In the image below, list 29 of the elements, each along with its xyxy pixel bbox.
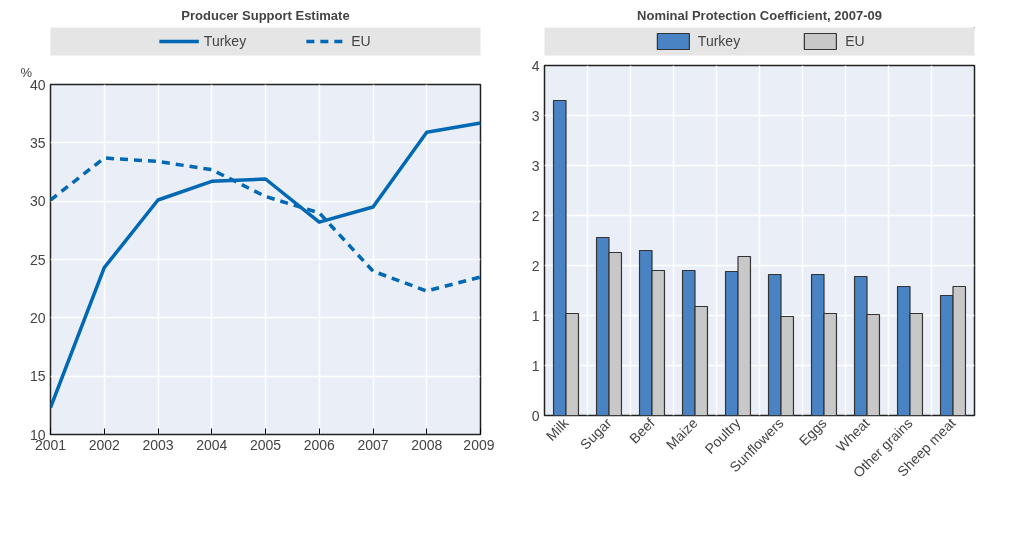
- y-tick-label: 3: [531, 157, 540, 174]
- y-tick-label: 2: [531, 207, 540, 224]
- x-tick-label: 2006: [303, 436, 336, 453]
- legend-label: EU: [845, 33, 866, 49]
- x-tick-label: 2004: [196, 436, 228, 453]
- x-tick-label: 2007: [357, 436, 389, 453]
- y-tick-label: 2: [531, 257, 540, 274]
- chart-title: Producer Support Estimate: [181, 7, 350, 23]
- x-tick-label: 2005: [249, 436, 282, 453]
- x-tick-label: 2003: [142, 436, 174, 453]
- y-tick-label: 30: [29, 193, 46, 210]
- x-tick-label: 2009: [463, 436, 495, 453]
- y-tick-label: 15: [29, 368, 46, 385]
- y-tick-label: 20: [29, 309, 46, 326]
- y-tick-label: 3: [531, 107, 540, 124]
- chart-title: Nominal Protection Coefficient, 2007-09: [637, 7, 882, 23]
- y-tick-label: 4: [531, 57, 540, 74]
- x-tick-label: 2008: [411, 436, 443, 453]
- legend-label: Turkey: [697, 33, 741, 49]
- x-tick-label: Milk: [542, 414, 573, 444]
- line-series: [50, 121, 481, 410]
- x-tick-label: 2002: [88, 436, 121, 453]
- y-tick-label: 35: [29, 134, 46, 151]
- legend-label: EU: [351, 33, 372, 49]
- y-tick-label: 1: [531, 357, 540, 374]
- y-tick-label: 0: [531, 407, 540, 424]
- legend-label: Turkey: [203, 33, 247, 49]
- y-tick-label: 25: [29, 251, 46, 268]
- y-tick-label: 1: [531, 307, 540, 324]
